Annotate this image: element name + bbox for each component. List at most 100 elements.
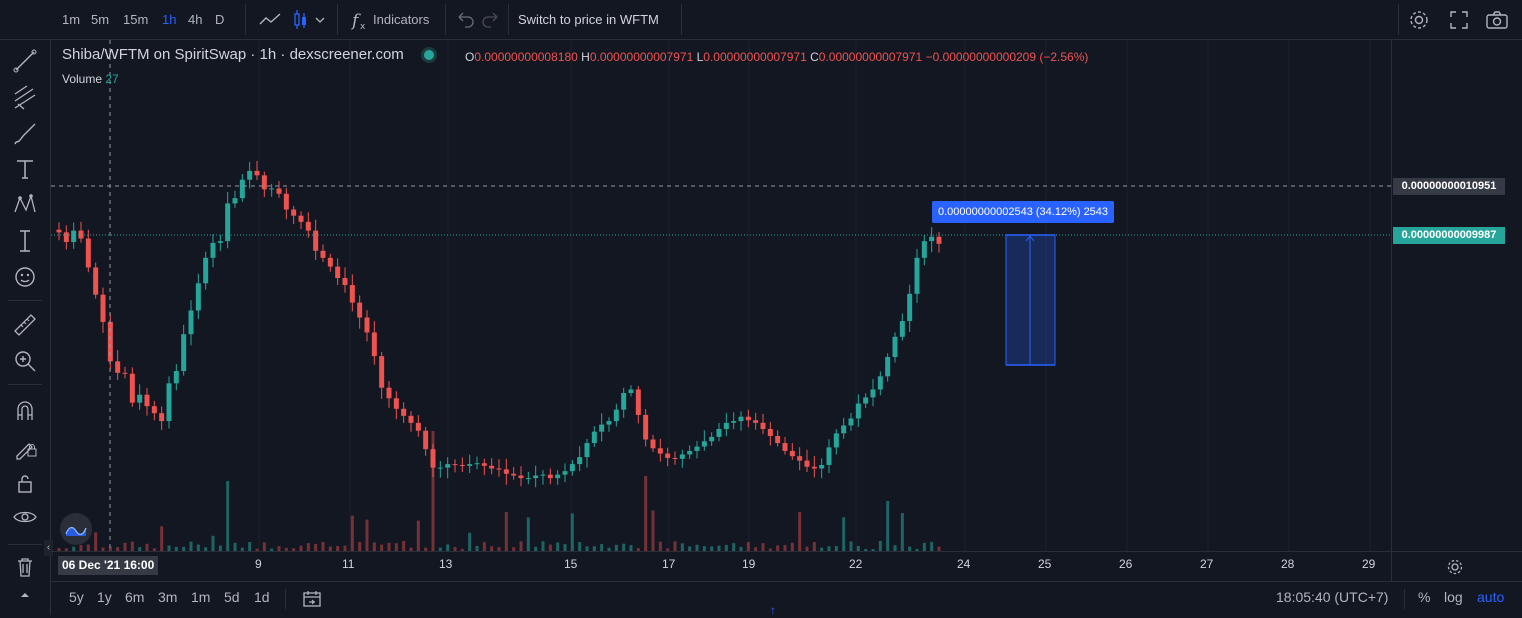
price-scale[interactable] — [1391, 40, 1522, 551]
volume-bar — [864, 548, 868, 551]
scroll-up-arrow-icon[interactable]: ↑ — [770, 603, 776, 617]
candlestick-chart — [51, 40, 1391, 551]
lock-icon[interactable] — [10, 468, 40, 498]
time-tick-label: 24 — [957, 557, 971, 571]
calendar-goto-icon[interactable] — [297, 584, 327, 614]
trend-line-icon[interactable] — [10, 46, 40, 76]
volume-bar — [490, 546, 494, 551]
candle-body — [415, 422, 421, 431]
auto-toggle[interactable]: auto — [1477, 589, 1505, 605]
volume-bar — [314, 543, 318, 551]
clock: 18:05:40 (UTC+7) — [1276, 589, 1389, 605]
gear-icon[interactable] — [1440, 552, 1470, 582]
low-value: 0.00000000007971 — [703, 50, 807, 64]
log-toggle[interactable]: log — [1444, 589, 1463, 605]
candle-body — [386, 387, 392, 399]
symbol-title[interactable]: Shiba/WFTM on SpiritSwap · 1h · dexscree… — [62, 46, 404, 63]
volume-bar — [878, 541, 882, 551]
zoom-icon[interactable] — [10, 346, 40, 376]
time-scale[interactable] — [51, 551, 1391, 581]
time-tick-label: 15 — [564, 557, 578, 571]
range-6m[interactable]: 6m — [125, 589, 145, 605]
redo-icon[interactable] — [476, 5, 506, 35]
range-1d[interactable]: 1d — [254, 589, 270, 605]
camera-icon[interactable] — [1482, 5, 1512, 35]
magnet-icon[interactable] — [10, 396, 40, 426]
interval-5m[interactable]: 5m — [91, 12, 110, 27]
fullscreen-icon[interactable] — [1444, 5, 1474, 35]
candle-body — [291, 209, 297, 216]
volume-bar — [438, 547, 442, 551]
chart-pane[interactable] — [51, 40, 1391, 551]
volume-bar — [79, 545, 83, 551]
measure-tool-icon[interactable] — [10, 226, 40, 256]
candle-body — [195, 283, 201, 311]
candle-body — [437, 467, 443, 469]
change-value: −0.00000000000209 (−2.56%) — [925, 50, 1089, 64]
candle-body — [533, 475, 539, 479]
candle-body — [628, 389, 634, 393]
volume-bar — [306, 543, 310, 551]
toolbar-divider — [1398, 4, 1399, 35]
trash-icon[interactable] — [10, 552, 40, 582]
range-5d[interactable]: 5d — [224, 589, 240, 605]
settings-icon[interactable] — [1404, 5, 1434, 35]
volume-bar — [585, 546, 589, 551]
candle-body — [247, 170, 253, 180]
candle-body — [650, 439, 656, 449]
more-tools-icon[interactable] — [10, 585, 40, 615]
interval-1m[interactable]: 1m — [62, 12, 81, 27]
volume-bar — [886, 501, 890, 551]
text-tool-icon[interactable] — [10, 154, 40, 184]
volume-bar — [915, 548, 919, 551]
interval-1h[interactable]: 1h — [162, 12, 177, 27]
range-1m[interactable]: 1m — [191, 589, 211, 605]
range-3m[interactable]: 3m — [158, 589, 178, 605]
ruler-icon[interactable] — [10, 310, 40, 340]
interval-4h[interactable]: 4h — [188, 12, 203, 27]
lock-drawing-icon[interactable] — [10, 432, 40, 462]
candle-body — [342, 278, 348, 286]
range-1y[interactable]: 1y — [97, 589, 112, 605]
pattern-tool-icon[interactable] — [10, 190, 40, 220]
percent-toggle[interactable]: % — [1418, 589, 1431, 605]
switch-price-button[interactable]: Switch to price in WFTM — [518, 12, 659, 27]
time-tick-label: 9 — [255, 557, 262, 571]
undo-icon[interactable] — [450, 5, 480, 35]
svg-text:x: x — [360, 22, 366, 32]
candle-body — [188, 310, 194, 335]
indicators-button[interactable]: Indicators — [373, 12, 430, 27]
collapse-toolbar-button[interactable]: ‹ — [44, 540, 53, 556]
brush-icon[interactable] — [10, 118, 40, 148]
candles-icon[interactable] — [285, 5, 315, 35]
volume-bar — [270, 548, 274, 551]
volume-bar — [578, 542, 582, 551]
range-5y[interactable]: 5y — [69, 589, 84, 605]
eye-icon[interactable] — [10, 502, 40, 532]
volume-bar — [218, 545, 222, 551]
volume-bar — [365, 519, 369, 551]
candle-body — [877, 376, 883, 390]
fib-tool-icon[interactable] — [10, 82, 40, 112]
volume-label: Volume — [62, 72, 103, 86]
volume-bar — [116, 547, 120, 551]
candle-body — [547, 474, 553, 479]
candle-body — [305, 221, 311, 231]
interval-1d[interactable]: D — [215, 12, 225, 27]
candle-body — [709, 436, 715, 442]
interval-15m[interactable]: 15m — [123, 12, 149, 27]
candle-body — [525, 478, 531, 480]
volume-bar — [702, 546, 706, 551]
chevron-down-icon[interactable] — [313, 5, 327, 35]
volume-bar — [431, 431, 435, 551]
emoji-icon[interactable] — [10, 262, 40, 292]
line-chart-icon[interactable] — [255, 5, 285, 35]
candle-body — [907, 293, 913, 322]
volume-bar — [658, 541, 662, 551]
volume-bar — [636, 548, 640, 551]
dexscreener-logo[interactable] — [60, 513, 92, 545]
candle-body — [804, 460, 810, 467]
volume-bar — [101, 547, 105, 551]
candle-body — [782, 443, 788, 451]
